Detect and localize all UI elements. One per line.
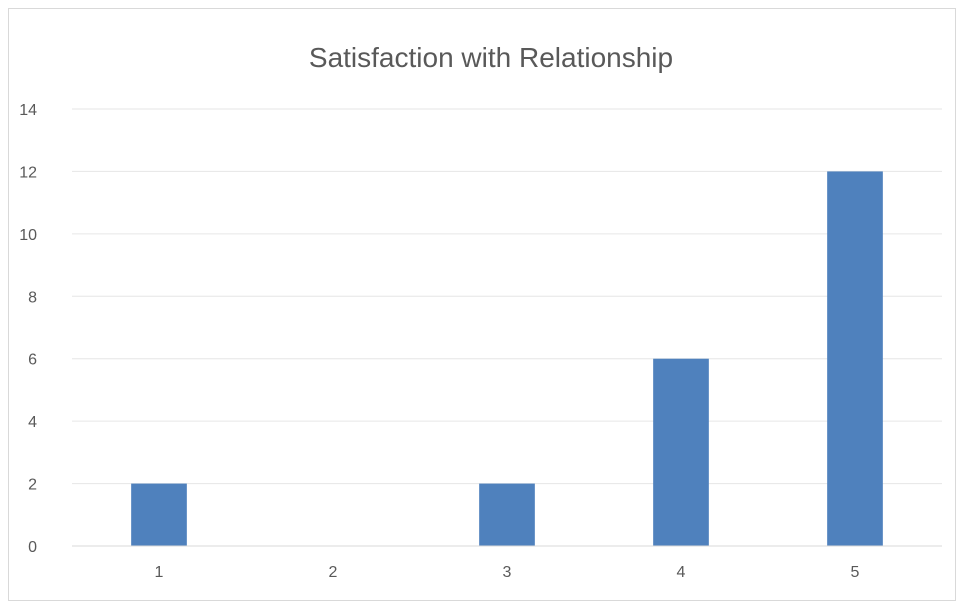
- bar-1: [131, 483, 187, 546]
- y-tick-label: 10: [19, 227, 37, 244]
- y-axis-tick-labels: 0 2 4 6 8 10 12 14: [19, 102, 37, 556]
- x-tick-label: 3: [503, 564, 512, 581]
- y-tick-label: 8: [28, 289, 37, 306]
- x-axis-tick-labels: 1 2 3 4 5: [155, 564, 860, 581]
- bar-chart: Satisfaction with Relationship 024681012…: [19, 42, 942, 581]
- x-tick-label: 5: [851, 564, 860, 581]
- y-tick-label: 4: [28, 414, 37, 431]
- bar-3: [479, 483, 535, 546]
- bar-4: [653, 358, 709, 546]
- y-tick-label: 6: [28, 352, 37, 369]
- y-tick-label: 14: [19, 102, 37, 119]
- gridlines: [72, 108, 942, 485]
- y-tick-label: 12: [19, 164, 37, 181]
- bars: [131, 171, 883, 546]
- x-tick-label: 2: [329, 564, 338, 581]
- bar-5: [827, 171, 883, 546]
- y-tick-label: 0: [28, 539, 37, 556]
- chart-title: Satisfaction with Relationship: [309, 42, 673, 73]
- chart-frame: Satisfaction with Relationship 0 2 4 6 8 10 12…: [8, 8, 956, 601]
- x-tick-label: 4: [677, 564, 686, 581]
- y-tick-label: 2: [28, 477, 37, 494]
- x-tick-label: 1: [155, 564, 164, 581]
